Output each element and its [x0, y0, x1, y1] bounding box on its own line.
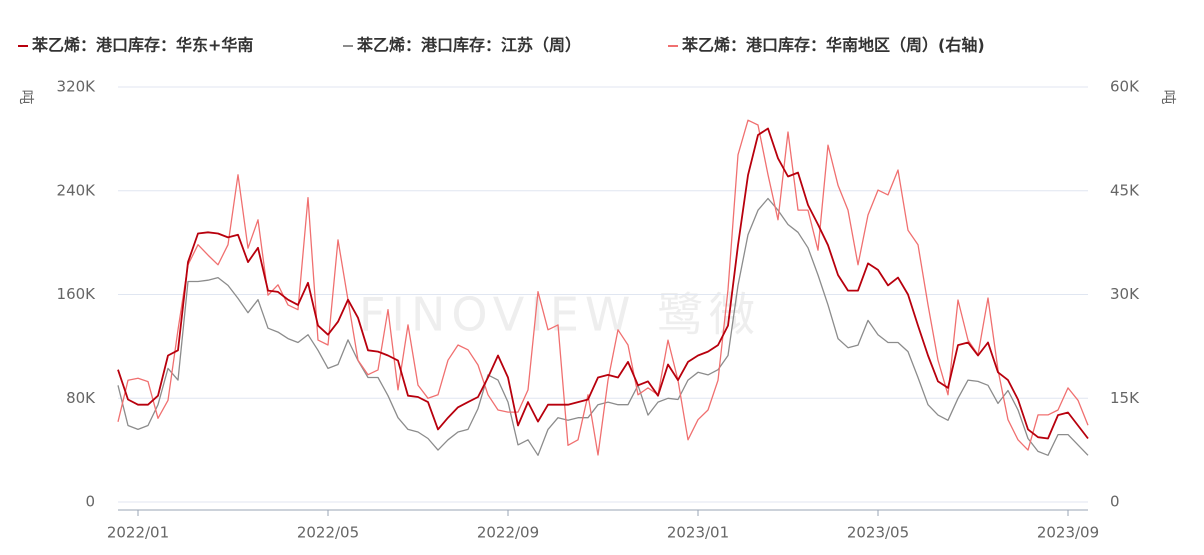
- y-tick-label: 0: [85, 493, 95, 511]
- series-line: [117, 119, 1089, 456]
- y2-tick-label: 30K: [1110, 285, 1140, 303]
- x-tick-label: 2023/09: [1037, 524, 1099, 542]
- x-tick-label: 2023/01: [667, 524, 729, 542]
- legend-label: 苯乙烯：港口库存：华南地区（周）(右轴): [681, 36, 985, 55]
- y2-tick-label: 60K: [1110, 78, 1140, 96]
- watermark: FINOVIEW 鹭微: [359, 288, 761, 342]
- legend-label: 苯乙烯：港口库存：江苏（周）: [356, 36, 581, 55]
- legend-label: 苯乙烯：港口库存：华东+华南: [31, 36, 253, 55]
- x-tick-label: 2022/09: [477, 524, 539, 542]
- y2-tick-label: 15K: [1110, 389, 1140, 407]
- y-tick-label: 240K: [57, 181, 97, 199]
- y-tick-label: 320K: [57, 78, 97, 96]
- x-tick-label: 2022/05: [297, 524, 359, 542]
- y-axis-label: 吨: [18, 89, 36, 104]
- y-tick-label: 80K: [66, 389, 96, 407]
- y2-tick-label: 45K: [1110, 181, 1140, 199]
- x-tick-label: 2022/01: [107, 524, 169, 542]
- y-tick-label: 160K: [57, 285, 97, 303]
- series-line: [117, 127, 1089, 440]
- x-tick-label: 2023/05: [847, 524, 909, 542]
- y2-axis-label: 吨: [1160, 89, 1178, 104]
- series-line: [117, 197, 1089, 456]
- y2-tick-label: 0: [1110, 493, 1120, 511]
